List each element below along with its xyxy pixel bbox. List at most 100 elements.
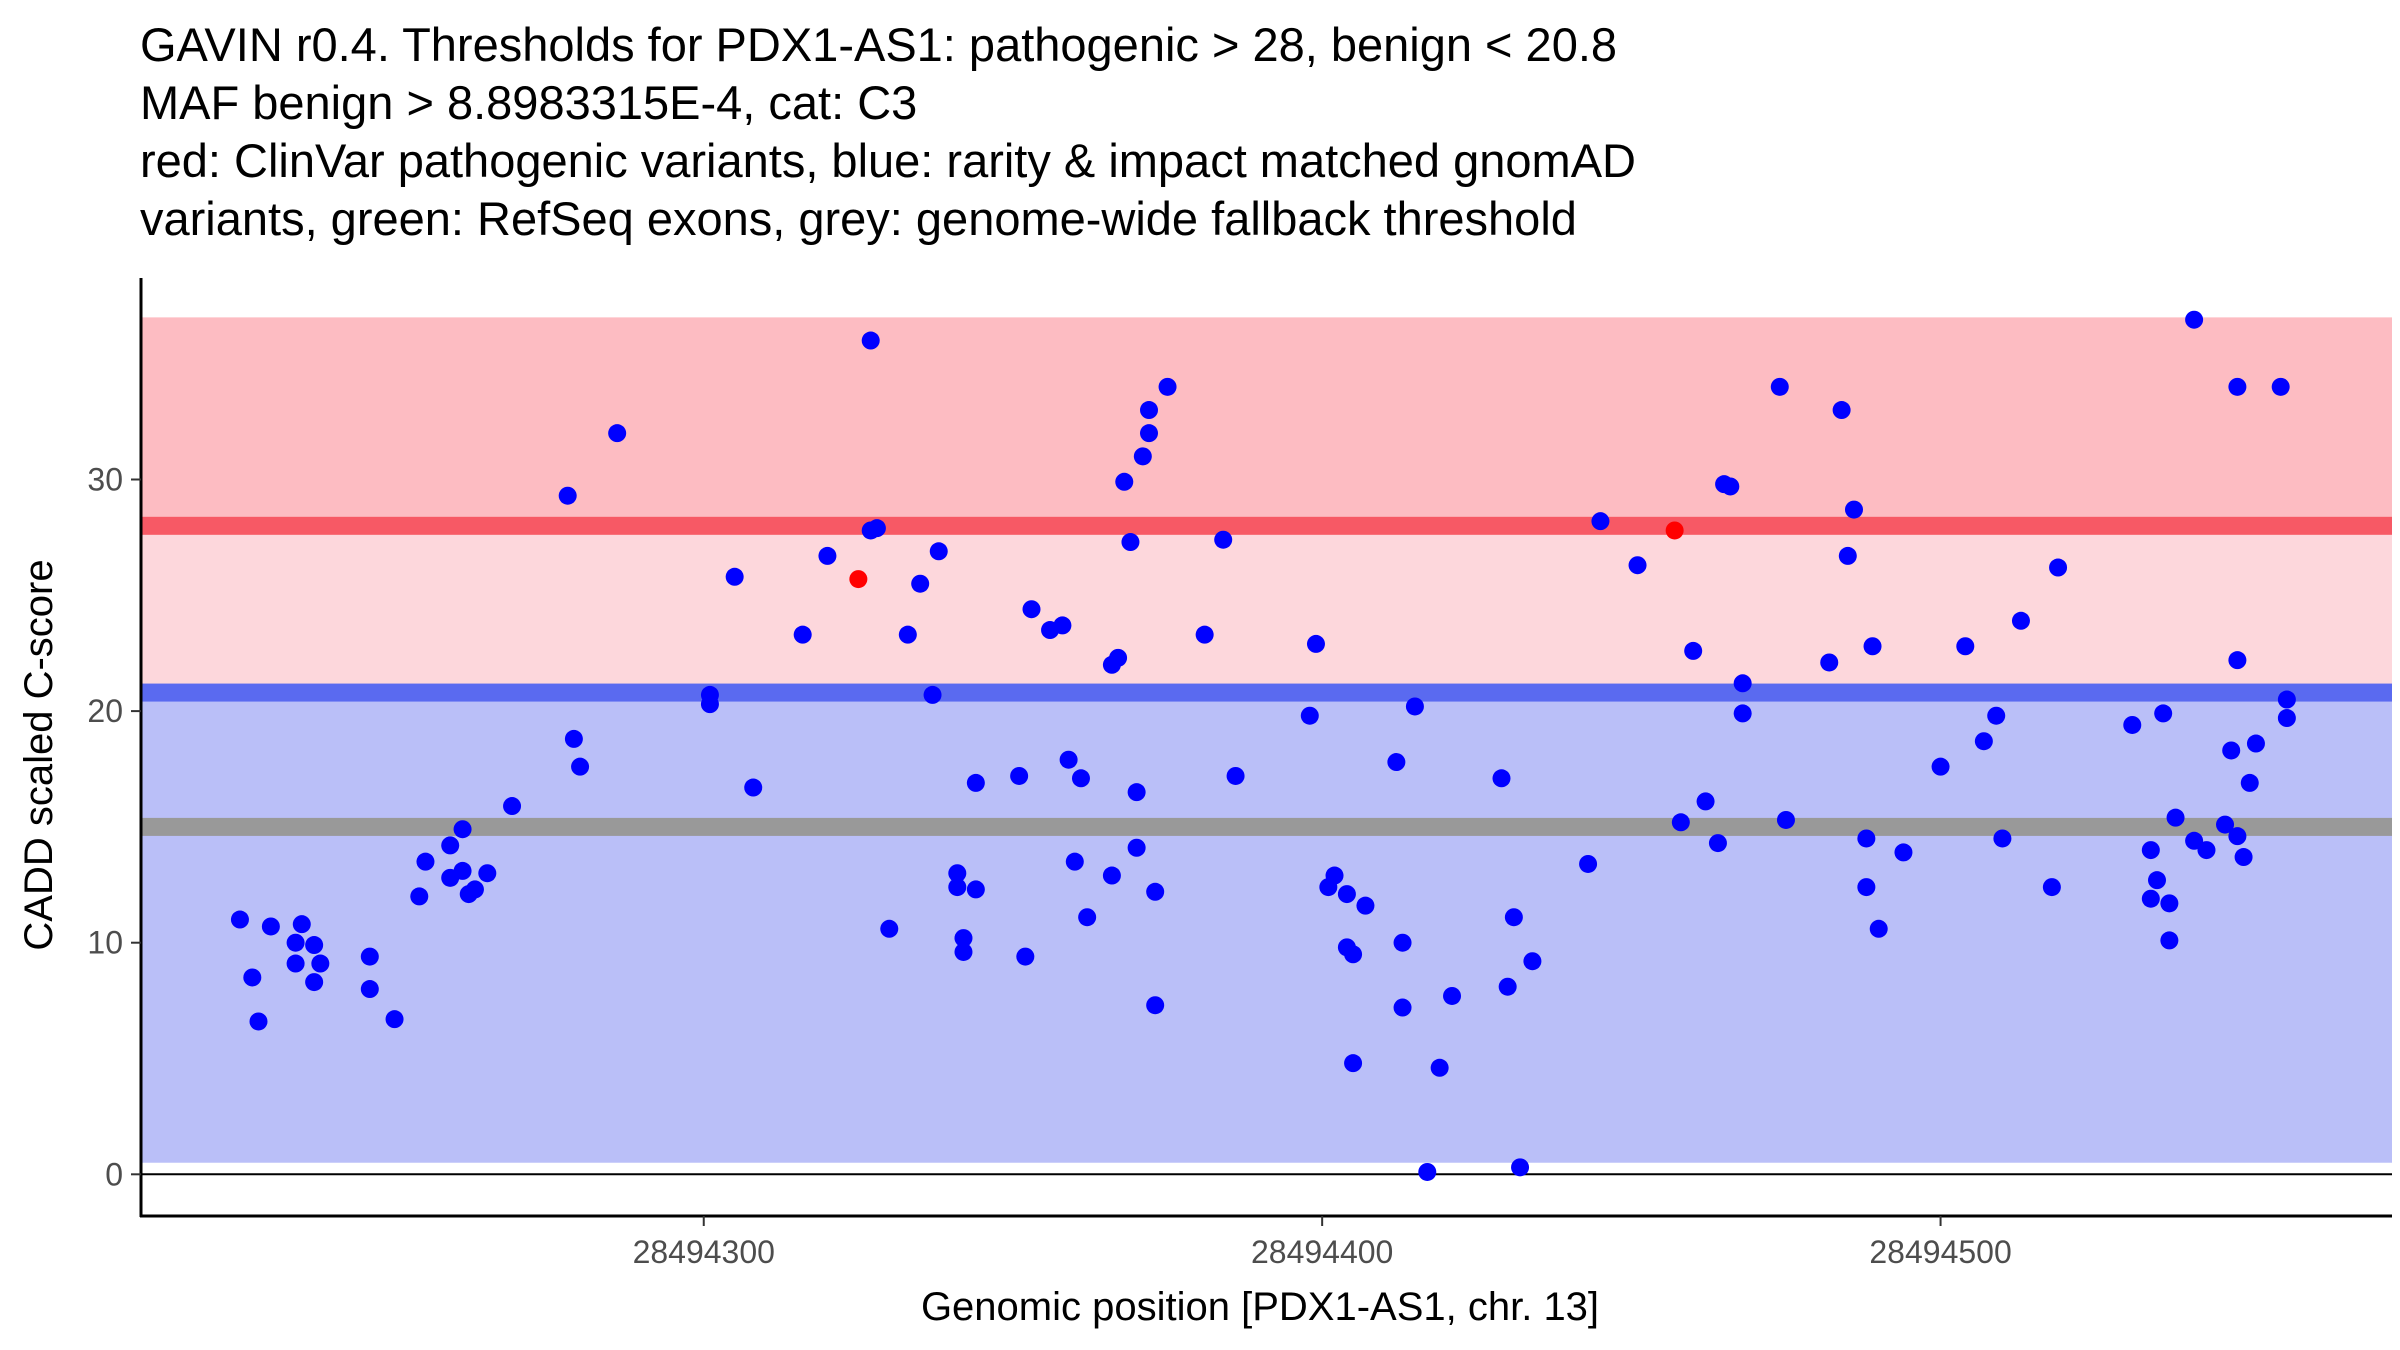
gnomad-point	[2185, 831, 2204, 850]
gnomad-point	[243, 968, 262, 987]
gnomad-point	[966, 880, 985, 899]
threshold-bands	[141, 317, 2392, 1163]
gnomad-point	[2042, 878, 2061, 897]
gnomad-point	[1894, 843, 1913, 862]
gnomad-point	[880, 919, 899, 938]
gnomad-point	[564, 729, 583, 748]
gnomad-point	[1344, 945, 1363, 964]
gnomad-point	[818, 546, 837, 565]
gnomad-point	[558, 486, 577, 505]
y-tick-label: 30	[87, 461, 123, 497]
gnomad-point	[966, 773, 985, 792]
gnomad-point	[1863, 637, 1882, 656]
chart-title: GAVIN r0.4. Thresholds for PDX1-AS1: pat…	[140, 16, 2340, 248]
gnomad-point	[292, 915, 311, 934]
gnomad-point	[700, 695, 719, 714]
gnomad-point	[1418, 1162, 1437, 1181]
gnomad-point	[1956, 637, 1975, 656]
gnomad-point	[2271, 377, 2290, 396]
y-axis-title: CADD scaled C-score	[17, 559, 61, 950]
gnomad-point	[1146, 882, 1165, 901]
title-line-3: red: ClinVar pathogenic variants, blue: …	[140, 134, 1636, 187]
gnomad-point	[2148, 871, 2167, 890]
gnomad-point	[2277, 690, 2296, 709]
gnomad-point	[1115, 472, 1134, 491]
x-tick-label: 28494300	[633, 1234, 775, 1270]
gnomad-point	[929, 542, 948, 561]
gnomad-point	[1387, 753, 1406, 772]
y-tick-label: 0	[105, 1156, 123, 1192]
gnomad-point	[1733, 674, 1752, 693]
gnomad-point	[1405, 697, 1424, 716]
gnomad-point	[2160, 931, 2179, 950]
gnomad-point	[1857, 829, 1876, 848]
gnomad-point	[2246, 734, 2265, 753]
gnomad-point	[465, 880, 484, 899]
gnomad-point	[2216, 815, 2235, 834]
gnomad-point	[1010, 766, 1029, 785]
gnomad-point	[2222, 741, 2241, 760]
gnomad-point	[2011, 611, 2030, 630]
gnomad-point	[1504, 908, 1523, 927]
gnomad-point	[1127, 838, 1146, 857]
gnomad-point	[1344, 1054, 1363, 1073]
gnomad-point	[1140, 424, 1159, 443]
gnomad-point	[441, 836, 460, 855]
gnomad-point	[1078, 908, 1097, 927]
y-tick-label: 10	[87, 925, 123, 961]
gnomad-point	[2160, 894, 2179, 913]
gnomad-point	[2049, 558, 2068, 577]
gnomad-point	[1931, 757, 1950, 776]
gnomad-point	[503, 797, 522, 816]
gnomad-point	[1591, 512, 1610, 531]
gnomad-point	[286, 933, 305, 952]
gnomad-point	[1776, 810, 1795, 829]
gnomad-point	[2123, 715, 2142, 734]
gnomad-point	[1059, 750, 1078, 769]
gnomad-point	[1102, 866, 1121, 885]
gnomad-point	[360, 980, 379, 999]
band-pathogenic-region	[141, 317, 2392, 526]
gnomad-point	[948, 878, 967, 897]
band-intermediate-region	[141, 525, 2392, 693]
gnomad-point	[2154, 704, 2173, 723]
x-tick-label: 28494400	[1251, 1234, 1393, 1270]
gnomad-point	[2228, 651, 2247, 670]
gnomad-point	[867, 519, 886, 538]
gnomad-point	[1146, 996, 1165, 1015]
gnomad-point	[1393, 933, 1412, 952]
gnomad-point	[1628, 556, 1647, 575]
gnomad-point	[1300, 706, 1319, 725]
gnomad-point	[2166, 808, 2185, 827]
band-benign-region	[141, 692, 2392, 1163]
gnomad-point	[2197, 841, 2216, 860]
gnomad-point	[1987, 706, 2006, 725]
gnomad-point	[1523, 952, 1542, 971]
gnomad-point	[2240, 773, 2259, 792]
gnomad-point	[1708, 834, 1727, 853]
line-pathogenic-threshold	[141, 516, 2392, 535]
gnomad-point	[2228, 827, 2247, 846]
gnomad-point	[1337, 885, 1356, 904]
gnomad-point	[1158, 377, 1177, 396]
x-axis-title: Genomic position [PDX1-AS1, chr. 13]	[921, 1285, 1599, 1329]
title-line-1: GAVIN r0.4. Thresholds for PDX1-AS1: pat…	[140, 18, 1618, 71]
gnomad-point	[305, 973, 324, 992]
title-line-4: variants, green: RefSeq exons, grey: gen…	[140, 192, 1577, 245]
gnomad-point	[1832, 401, 1851, 420]
gnomad-point	[1511, 1158, 1530, 1177]
gnomad-point	[1696, 792, 1715, 811]
gnomad-point	[1053, 616, 1072, 635]
gnomad-point	[1109, 648, 1128, 667]
gnomad-point	[1430, 1058, 1449, 1077]
gnomad-point	[1498, 977, 1517, 996]
gnomad-point	[1140, 401, 1159, 420]
line-genome-wide-fallback-threshold	[141, 817, 2392, 836]
gnomad-point	[453, 861, 472, 880]
gnomad-point	[608, 424, 627, 443]
gnomad-point	[1325, 866, 1344, 885]
gnomad-point	[948, 864, 967, 883]
gnomad-point	[898, 625, 917, 644]
gnomad-point	[360, 947, 379, 966]
